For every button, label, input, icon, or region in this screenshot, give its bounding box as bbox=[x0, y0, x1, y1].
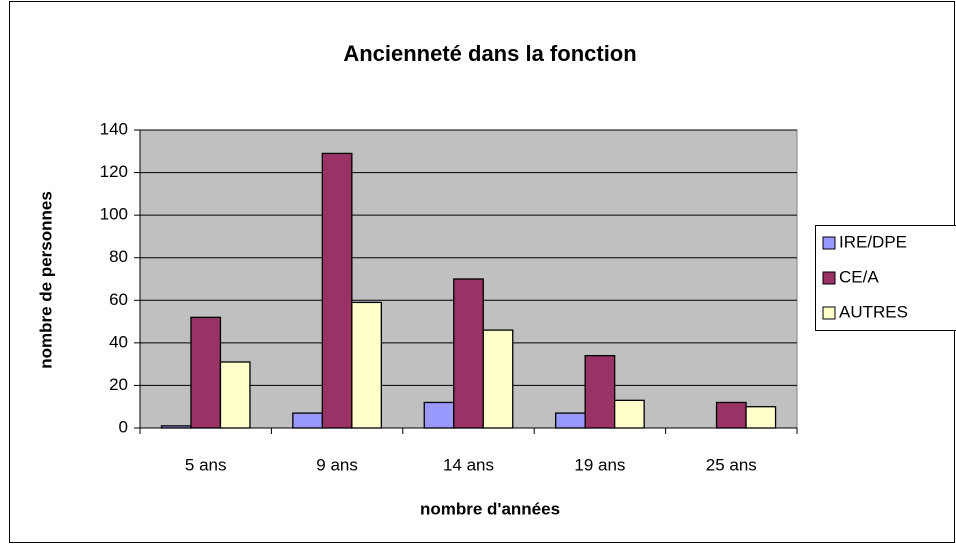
bar bbox=[292, 412, 324, 429]
legend-swatch bbox=[822, 306, 836, 320]
legend-swatch bbox=[822, 236, 836, 250]
y-tick-label: 80 bbox=[109, 247, 128, 266]
y-tick-label: 120 bbox=[100, 162, 128, 181]
y-tick-label: 140 bbox=[100, 119, 128, 138]
bar bbox=[614, 399, 645, 429]
legend-label: AUTRES bbox=[839, 302, 908, 321]
x-tick-label: 5 ans bbox=[185, 455, 227, 474]
bar bbox=[745, 406, 777, 429]
y-tick-label: 60 bbox=[109, 290, 128, 309]
bar bbox=[321, 152, 353, 429]
legend bbox=[815, 225, 956, 331]
x-tick-label: 14 ans bbox=[443, 455, 494, 474]
x-tick-label: 9 ans bbox=[316, 455, 358, 474]
bar bbox=[160, 425, 192, 429]
y-tick-label: 0 bbox=[119, 417, 128, 436]
chart-title: Ancienneté dans la fonction bbox=[343, 41, 636, 66]
legend-label: IRE/DPE bbox=[839, 232, 907, 251]
y-tick-label: 100 bbox=[100, 205, 128, 224]
y-tick-label: 40 bbox=[109, 332, 128, 351]
bar bbox=[190, 316, 222, 429]
bar bbox=[453, 278, 484, 429]
bar bbox=[482, 329, 514, 429]
x-axis-label: nombre d'années bbox=[420, 499, 560, 518]
y-axis-label: nombre de personnes bbox=[36, 191, 55, 369]
bar bbox=[423, 401, 455, 429]
bar bbox=[715, 401, 747, 429]
bar bbox=[555, 412, 586, 429]
bar bbox=[584, 354, 616, 429]
x-tick-label: 19 ans bbox=[574, 455, 625, 474]
legend-label: CE/A bbox=[839, 267, 879, 286]
legend-swatch bbox=[822, 271, 836, 285]
y-tick-label: 20 bbox=[109, 375, 128, 394]
bar bbox=[351, 301, 383, 429]
x-tick-label: 25 ans bbox=[706, 455, 757, 474]
bar bbox=[219, 361, 251, 429]
